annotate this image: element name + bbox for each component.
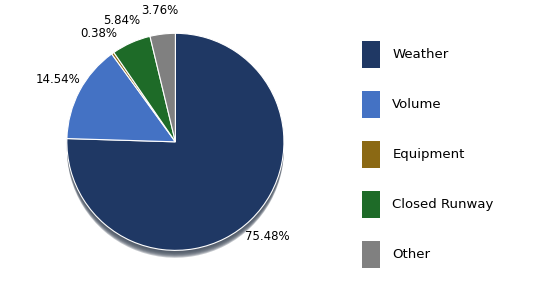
Wedge shape [150, 33, 175, 142]
Text: Closed Runway: Closed Runway [392, 198, 494, 211]
Wedge shape [114, 41, 175, 147]
Wedge shape [67, 56, 175, 144]
Text: Weather: Weather [392, 48, 449, 61]
Wedge shape [67, 40, 284, 257]
Wedge shape [150, 39, 175, 147]
FancyBboxPatch shape [362, 141, 380, 168]
FancyBboxPatch shape [362, 241, 380, 268]
Wedge shape [112, 58, 175, 147]
FancyBboxPatch shape [362, 91, 380, 118]
Text: 5.84%: 5.84% [103, 15, 140, 28]
Wedge shape [112, 60, 175, 149]
Wedge shape [114, 44, 175, 149]
Text: 75.48%: 75.48% [245, 230, 290, 243]
Wedge shape [67, 38, 284, 255]
Text: 0.38%: 0.38% [81, 27, 117, 40]
Wedge shape [150, 37, 175, 146]
Wedge shape [67, 61, 175, 149]
Wedge shape [114, 43, 175, 148]
Wedge shape [112, 52, 175, 142]
Text: Other: Other [392, 248, 430, 261]
Wedge shape [67, 60, 175, 148]
Wedge shape [112, 55, 175, 145]
Wedge shape [67, 39, 284, 256]
Wedge shape [150, 36, 175, 145]
Wedge shape [114, 40, 175, 146]
Wedge shape [67, 59, 175, 147]
Wedge shape [114, 42, 175, 147]
Wedge shape [67, 33, 284, 250]
Wedge shape [114, 39, 175, 145]
Wedge shape [67, 37, 284, 254]
Wedge shape [67, 54, 175, 142]
Wedge shape [112, 59, 175, 148]
Wedge shape [150, 35, 175, 144]
Wedge shape [112, 56, 175, 146]
Wedge shape [67, 59, 175, 147]
Text: 3.76%: 3.76% [141, 4, 178, 17]
Wedge shape [114, 38, 175, 144]
Wedge shape [67, 58, 175, 146]
Wedge shape [67, 35, 284, 252]
Wedge shape [150, 40, 175, 148]
Wedge shape [114, 36, 175, 142]
FancyBboxPatch shape [362, 191, 380, 218]
Wedge shape [112, 57, 175, 147]
Wedge shape [67, 41, 284, 258]
Text: Equipment: Equipment [392, 148, 465, 161]
Wedge shape [112, 54, 175, 144]
FancyBboxPatch shape [362, 41, 380, 68]
Wedge shape [150, 41, 175, 149]
Wedge shape [150, 38, 175, 147]
Text: Volume: Volume [392, 98, 442, 111]
Wedge shape [67, 57, 175, 145]
Text: 14.54%: 14.54% [36, 73, 81, 86]
Wedge shape [67, 36, 284, 253]
